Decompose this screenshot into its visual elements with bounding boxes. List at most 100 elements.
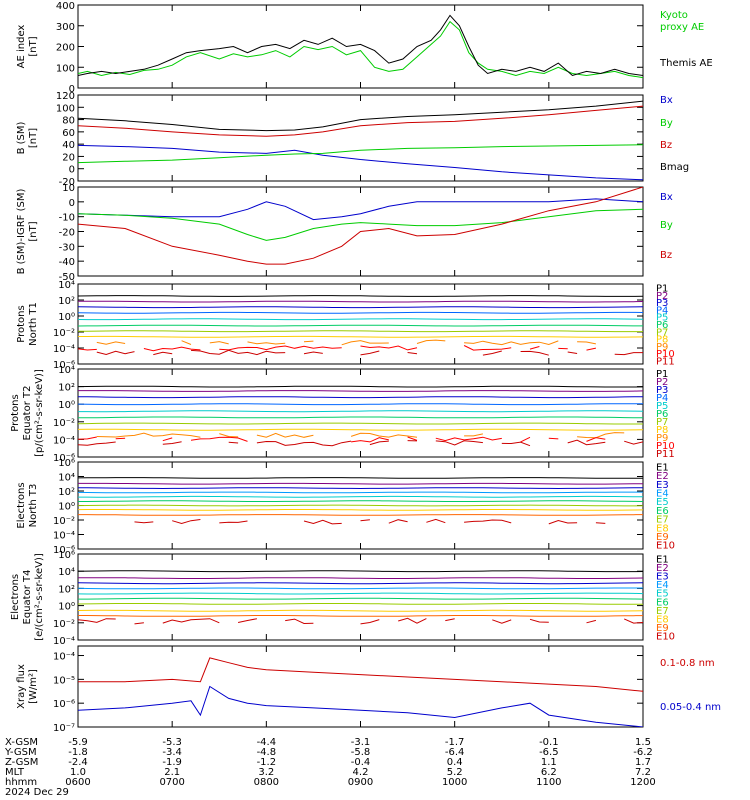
- series-line-0-1-0-8-nm: [78, 657, 643, 692]
- channel-line-p7: [78, 422, 643, 425]
- y-tick-label: 10⁻⁶: [53, 699, 75, 710]
- footer-value: 0600: [65, 777, 90, 788]
- channel-line-p4: [78, 403, 643, 406]
- y-axis-label: North T3: [28, 484, 39, 528]
- footer-date: 2024 Dec 29: [5, 787, 69, 798]
- channel-label: P2: [656, 291, 668, 302]
- y-tick-label: 10²: [58, 584, 75, 595]
- channel-label: E6: [656, 597, 669, 608]
- y-tick-label: 10⁰: [58, 312, 75, 323]
- y-tick-label: 60: [62, 128, 75, 139]
- panel-xray: 10⁻⁷ 10⁻⁶ 10⁻⁵ 10⁻⁴ Xray flux [W/m²] 0.1-0.8 n…: [16, 645, 721, 734]
- channel-label: P3: [656, 298, 668, 309]
- channel-line-p6: [78, 324, 643, 327]
- y-tick-label: 10²: [58, 383, 75, 394]
- y-tick-label: 10²: [58, 487, 75, 498]
- channel-line-p5: [78, 318, 643, 321]
- y-axis-label: Protons: [16, 305, 27, 342]
- channel-label: E5: [656, 589, 669, 600]
- footer-value: -5.9: [68, 737, 88, 748]
- channel-line-e7: [78, 603, 643, 605]
- footer-value: -6.5: [539, 747, 559, 758]
- y-axis-label: Electrons: [10, 574, 21, 620]
- y-tick-label: 10⁶: [58, 550, 75, 561]
- y-axis-label: B (SM): [16, 121, 27, 154]
- y-axis-label: [e/(cm²-s-sr-keV)]: [34, 553, 45, 641]
- channel-line-e5: [78, 495, 643, 498]
- legend-label: 0.1-0.8 nm: [660, 658, 715, 669]
- y-tick-label: 0: [69, 165, 75, 176]
- legend-label: Bx: [660, 95, 673, 106]
- footer-row-label: Y-GSM: [4, 747, 37, 758]
- channel-line-e3: [78, 582, 643, 585]
- footer-value: 2.1: [164, 767, 180, 778]
- channel-line-p2: [78, 390, 643, 392]
- channel-line-p3: [78, 396, 643, 399]
- channel-line-p3: [78, 306, 643, 309]
- channel-line-p2: [78, 300, 643, 303]
- y-tick-label: 10⁻²: [53, 418, 75, 429]
- y-tick-label: -20: [59, 228, 75, 239]
- y-axis-label: Protons: [10, 394, 21, 431]
- channel-line-p1: [78, 295, 643, 297]
- panel-frame: [77, 94, 644, 182]
- channel-label: P6: [656, 409, 668, 420]
- legend-label: proxy AE: [660, 22, 704, 33]
- channel-label: P5: [656, 401, 668, 412]
- panel-en3: 10⁻⁶ 10⁻⁴ 10⁻² 10⁰ 10² 10⁴ 10⁶ Electrons North T…: [16, 458, 675, 556]
- channel-label: E5: [656, 497, 669, 508]
- footer-value: -6.4: [445, 747, 465, 758]
- y-tick-label: 120: [56, 91, 75, 102]
- channel-label: E8: [656, 523, 669, 534]
- channel-line-e1: [78, 477, 643, 479]
- channel-line-e8: [78, 609, 643, 612]
- channel-line-p8: [78, 428, 643, 431]
- footer-value: -4.4: [257, 737, 277, 748]
- y-axis-label: North T1: [28, 302, 39, 346]
- channel-label: E1: [656, 554, 669, 565]
- channel-line-e6: [78, 597, 643, 600]
- channel-label: E2: [656, 471, 669, 482]
- channel-line-p5: [78, 410, 643, 413]
- series-line-bz: [78, 187, 643, 265]
- y-tick-label: -30: [59, 242, 75, 253]
- channel-line-p1: [78, 385, 643, 388]
- footer-value: 7.2: [635, 767, 651, 778]
- y-tick-label: 10⁴: [58, 567, 75, 578]
- y-tick-label: 100: [56, 103, 75, 114]
- channel-line-p8: [78, 335, 643, 338]
- channel-line-e9: [78, 615, 643, 617]
- y-tick-label: 10⁻²: [53, 619, 75, 630]
- y-tick-label: 200: [56, 43, 75, 54]
- channel-line-p10: [78, 437, 634, 442]
- panel-bigrf: -50 -40 -30 -20 -10 0 10 B (SM)-IGRF (SM) [nT] Bx…: [16, 183, 673, 283]
- channel-label: P1: [656, 369, 668, 380]
- y-tick-label: 0: [69, 198, 75, 209]
- footer-value: 1.5: [635, 737, 651, 748]
- y-tick-label: 10⁰: [58, 502, 75, 513]
- footer-value: 3.2: [258, 767, 274, 778]
- y-axis-label: Equator T4: [22, 570, 33, 625]
- footer-value: -6.2: [633, 747, 653, 758]
- channel-label: E2: [656, 563, 669, 574]
- y-tick-label: 10⁻⁴: [53, 652, 75, 663]
- panel-pe2: 10⁻⁶ 10⁻⁴ 10⁻² 10⁰ 10² 10⁴ Protons Equator T2 [p…: [10, 365, 675, 464]
- footer-value: -1.2: [257, 757, 277, 768]
- footer-value: 1.1: [541, 757, 557, 768]
- y-tick-label: 10⁻⁵: [53, 675, 75, 686]
- y-tick-label: 10⁴: [58, 473, 75, 484]
- channel-line-e9: [78, 514, 643, 516]
- y-axis-label: [nT]: [28, 36, 39, 56]
- channel-label: E7: [656, 606, 669, 617]
- footer-value: -3.1: [351, 737, 371, 748]
- legend-label: 0.05-0.4 nm: [660, 702, 721, 713]
- channel-line-e10: [78, 617, 643, 625]
- y-tick-label: 10⁻⁷: [53, 723, 75, 734]
- legend-label: Themis AE: [659, 58, 713, 69]
- channel-line-e10: [135, 519, 644, 524]
- channel-label: P4: [656, 393, 668, 404]
- panel-ee4: 10⁻⁴ 10⁻² 10⁰ 10² 10⁴ 10⁶ Electrons Equator T4[…: [10, 550, 675, 647]
- channel-label: P5: [656, 313, 668, 324]
